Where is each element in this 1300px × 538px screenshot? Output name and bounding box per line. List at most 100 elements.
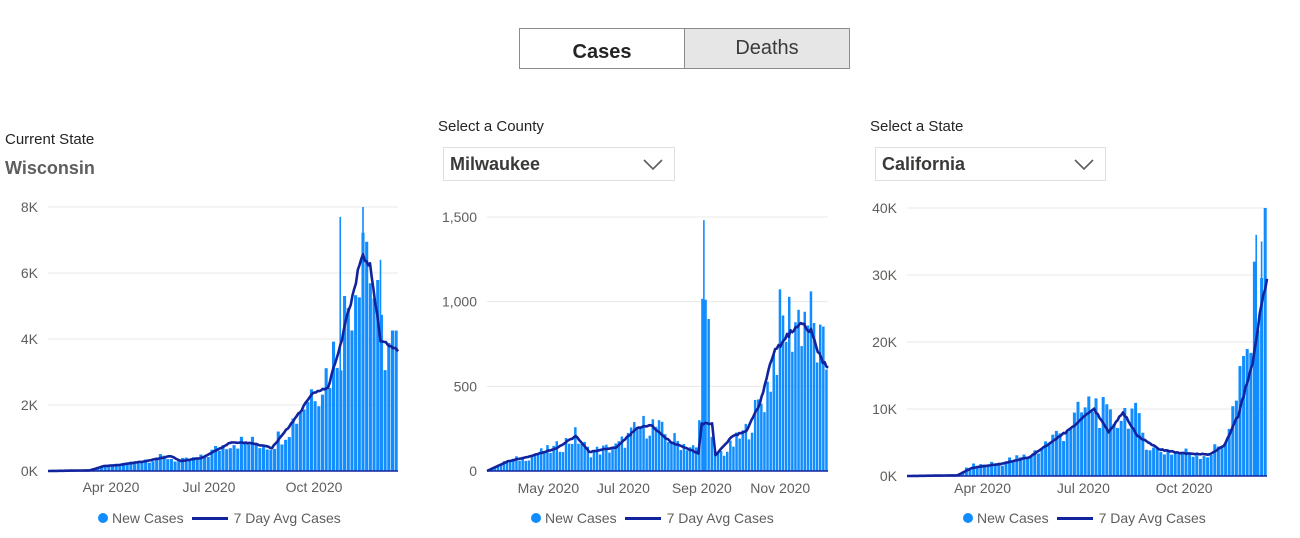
new-cases-bar bbox=[716, 452, 720, 471]
new-cases-bar bbox=[1188, 454, 1192, 476]
new-cases-bar bbox=[735, 432, 738, 471]
new-cases-bar bbox=[1242, 355, 1246, 476]
new-cases-bar bbox=[136, 463, 140, 471]
new-cases-bar bbox=[99, 466, 103, 471]
new-cases-bar bbox=[682, 443, 686, 471]
new-cases-bar bbox=[133, 462, 137, 471]
new-cases-bar bbox=[617, 441, 620, 471]
new-cases-bar bbox=[620, 436, 624, 471]
new-cases-bar bbox=[809, 291, 813, 471]
new-cases-bar bbox=[685, 450, 689, 471]
new-cases-bar bbox=[729, 440, 732, 471]
new-cases-bar bbox=[546, 445, 549, 471]
new-cases-bar bbox=[1231, 406, 1235, 476]
current-state-caption: Current State bbox=[5, 131, 95, 148]
new-cases-bar bbox=[763, 412, 766, 471]
new-cases-bar bbox=[571, 443, 574, 471]
new-cases-bar bbox=[719, 451, 723, 471]
new-cases-bar bbox=[803, 311, 806, 471]
new-cases-bar bbox=[629, 427, 633, 471]
new-cases-bar bbox=[703, 220, 705, 471]
new-cases-bar bbox=[543, 453, 546, 471]
new-cases-bar bbox=[1087, 396, 1091, 476]
new-cases-bar bbox=[636, 427, 639, 471]
new-cases-bar bbox=[642, 415, 645, 471]
county-dropdown[interactable]: Milwaukee bbox=[443, 147, 675, 181]
new-cases-bar bbox=[558, 451, 562, 471]
new-cases-bar bbox=[203, 456, 207, 471]
deaths-tab-button[interactable]: Deaths bbox=[684, 29, 849, 68]
new-cases-bar bbox=[269, 449, 273, 471]
state-select-caption: Select a State bbox=[870, 118, 964, 135]
new-cases-bar bbox=[527, 460, 531, 471]
state-dropdown[interactable]: California bbox=[875, 147, 1106, 181]
new-cases-bar bbox=[225, 449, 229, 471]
new-cases-bar bbox=[144, 459, 148, 471]
new-cases-bar bbox=[1029, 456, 1033, 476]
new-cases-bar bbox=[372, 298, 376, 471]
new-cases-bar bbox=[673, 433, 676, 471]
new-cases-bar bbox=[298, 412, 302, 471]
new-cases-bar bbox=[1152, 447, 1156, 476]
metric-toggle: Cases Deaths bbox=[519, 28, 850, 69]
new-cases-bar bbox=[651, 419, 655, 471]
y-tick-label: 8K bbox=[21, 199, 39, 215]
new-cases-bar bbox=[982, 464, 986, 476]
new-cases-bar bbox=[1044, 441, 1048, 476]
avg-cases-legend-line bbox=[191, 516, 228, 520]
new-cases-bar bbox=[1137, 413, 1141, 476]
new-cases-bar bbox=[747, 439, 751, 471]
new-cases-bar bbox=[1108, 409, 1112, 476]
new-cases-bar bbox=[664, 434, 667, 471]
new-cases-bar bbox=[287, 437, 291, 471]
new-cases-bar bbox=[1054, 430, 1058, 476]
avg-cases-line bbox=[48, 253, 400, 473]
new-cases-bar bbox=[258, 448, 262, 471]
new-cases-bar bbox=[713, 450, 717, 471]
new-cases-bar bbox=[177, 459, 181, 471]
county-caption: Select a County bbox=[438, 118, 544, 135]
new-cases-bar bbox=[769, 391, 772, 471]
chevron-down-icon bbox=[1074, 159, 1094, 171]
new-cases-bar bbox=[555, 441, 558, 471]
new-cases-bar bbox=[784, 341, 788, 471]
new-cases-bar bbox=[387, 343, 391, 471]
cases-tab-button[interactable]: Cases bbox=[520, 29, 684, 68]
new-cases-bar bbox=[239, 436, 243, 471]
new-cases-bar bbox=[1249, 352, 1253, 476]
new-cases-bar bbox=[1195, 455, 1199, 476]
new-cases-bar bbox=[1245, 348, 1249, 476]
new-cases-bar bbox=[990, 461, 994, 476]
new-cases-bar bbox=[1166, 450, 1170, 476]
new-cases-bar bbox=[1033, 450, 1037, 476]
legend-avg-cases: 7 Day Avg Cases bbox=[1098, 510, 1206, 526]
new-cases-bar bbox=[496, 466, 500, 471]
new-cases-bar bbox=[704, 299, 707, 471]
legend-avg-cases: 7 Day Avg Cases bbox=[666, 510, 774, 526]
new-cases-bar bbox=[961, 472, 965, 476]
new-cases-bar bbox=[376, 279, 380, 471]
new-cases-bar bbox=[379, 314, 383, 471]
new-cases-bar bbox=[968, 469, 972, 476]
new-cases-bar bbox=[125, 462, 129, 471]
new-cases-bar bbox=[188, 459, 192, 471]
new-cases-bar bbox=[825, 369, 828, 471]
new-cases-bar bbox=[210, 449, 214, 471]
state-dropdown-value: California bbox=[882, 153, 966, 174]
new-cases-bar bbox=[518, 460, 521, 471]
new-cases-bar bbox=[335, 367, 339, 471]
new-cases-bar bbox=[583, 441, 586, 471]
new-cases-bar bbox=[530, 455, 534, 471]
new-cases-bar bbox=[778, 289, 782, 471]
new-cases-bar bbox=[1119, 420, 1123, 476]
new-cases-bar bbox=[1256, 330, 1260, 476]
new-cases-bar bbox=[766, 381, 769, 471]
new-cases-bar bbox=[151, 461, 155, 471]
new-cases-bar bbox=[679, 450, 682, 471]
new-cases-bar bbox=[1170, 454, 1174, 476]
x-tick-label: Jul 2020 bbox=[597, 480, 650, 496]
y-tick-label: 0K bbox=[880, 468, 898, 484]
new-cases-bar bbox=[744, 423, 748, 471]
new-cases-bar bbox=[509, 460, 512, 471]
new-cases-bar bbox=[265, 449, 269, 471]
